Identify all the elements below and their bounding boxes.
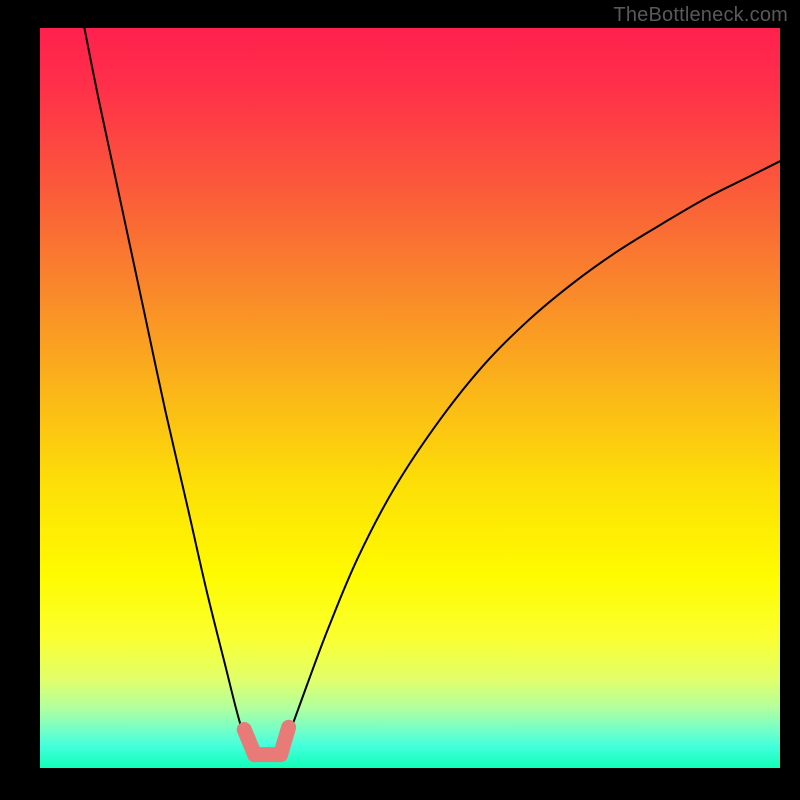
optimal-range-marker [281,727,289,754]
curve-layer [40,28,780,768]
chart-frame: TheBottleneck.com [0,0,800,800]
plot-area [40,28,780,768]
watermark-text: TheBottleneck.com [613,4,788,27]
bottleneck-curve [84,28,780,761]
